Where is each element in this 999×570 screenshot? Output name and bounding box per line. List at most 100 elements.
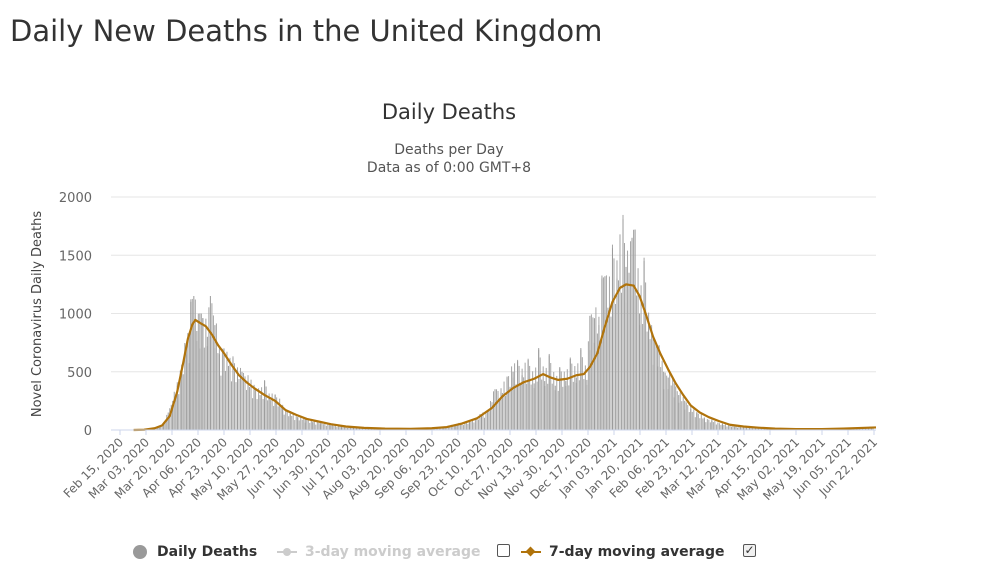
bar-daily-deaths <box>599 340 601 430</box>
bar-daily-deaths <box>349 427 351 430</box>
bar-daily-deaths <box>741 427 743 430</box>
bar-daily-deaths-peak <box>304 419 306 430</box>
bar-daily-deaths-peak <box>678 395 680 430</box>
bar-daily-deaths-peak <box>494 389 496 430</box>
bar-daily-deaths <box>633 229 635 430</box>
bar-daily-deaths <box>203 347 205 430</box>
bar-daily-deaths <box>288 416 290 430</box>
bar-daily-deaths <box>184 343 186 430</box>
bar-daily-deaths <box>602 277 604 430</box>
bar-daily-deaths <box>523 377 525 430</box>
bar-daily-deaths <box>261 387 263 430</box>
bar-daily-deaths-peak <box>598 325 600 430</box>
bar-daily-deaths <box>285 409 287 430</box>
bar-daily-deaths <box>200 313 202 430</box>
bar-daily-deaths <box>453 424 455 430</box>
bar-daily-deaths-peak <box>209 296 211 430</box>
bar-daily-deaths-peak <box>512 371 514 430</box>
bar-daily-deaths <box>318 422 320 430</box>
bar-daily-deaths <box>661 360 663 430</box>
bar-daily-deaths <box>456 425 458 430</box>
bar-daily-deaths <box>194 299 196 430</box>
bar-daily-deaths <box>342 426 344 430</box>
bar-daily-deaths <box>584 365 586 430</box>
bar-daily-deaths <box>306 419 308 430</box>
bar-daily-deaths <box>339 426 341 430</box>
bar-daily-deaths <box>179 370 181 430</box>
bar-daily-deaths <box>681 401 683 430</box>
bar-daily-deaths <box>166 414 168 430</box>
bar-daily-deaths <box>224 370 226 430</box>
bar-daily-deaths <box>303 418 305 430</box>
bar-daily-deaths-peak <box>340 426 342 430</box>
bar-daily-deaths-peak <box>673 383 675 430</box>
bar-daily-deaths <box>614 303 616 430</box>
bar-daily-deaths <box>550 363 552 430</box>
bar-daily-deaths <box>759 427 761 430</box>
legend-item-daily-deaths[interactable]: Daily Deaths <box>133 540 257 564</box>
bar-daily-deaths <box>358 427 360 430</box>
bar-daily-deaths-peak <box>625 266 627 430</box>
checkbox-7-day-average[interactable]: ✓ <box>743 543 756 557</box>
bar-daily-deaths <box>557 390 559 430</box>
bar-daily-deaths-peak <box>319 423 321 430</box>
bar-daily-deaths <box>473 422 475 430</box>
bar-daily-deaths <box>458 422 460 430</box>
bar-daily-deaths <box>321 422 323 430</box>
bar-daily-deaths <box>566 369 568 430</box>
bar-daily-deaths <box>298 420 300 430</box>
bar-daily-deaths-peak <box>268 397 270 430</box>
daily-deaths-bars <box>140 214 874 431</box>
y-tick-label: 1500 <box>59 249 92 264</box>
bar-daily-deaths <box>738 426 740 430</box>
legend-item-3-day-average[interactable]: 3-day moving average <box>277 540 481 564</box>
bar-daily-deaths <box>496 389 498 430</box>
bar-daily-deaths <box>699 418 701 430</box>
chart-subtitle-line-2: Data as of 0:00 GMT+8 <box>367 160 531 176</box>
bar-daily-deaths <box>337 425 339 430</box>
bar-daily-deaths <box>646 331 648 430</box>
bar-daily-deaths-peak <box>196 330 198 430</box>
bar-daily-deaths <box>590 314 592 430</box>
bar-daily-deaths <box>493 391 494 430</box>
bar-daily-deaths-peak <box>274 395 276 430</box>
bar-daily-deaths-peak <box>241 371 243 430</box>
legend-item-7-day-average[interactable]: 7-day moving average <box>521 540 725 564</box>
bar-daily-deaths <box>736 427 738 430</box>
bar-daily-deaths <box>532 371 534 430</box>
bar-daily-deaths <box>705 422 707 430</box>
bar-daily-deaths-peak <box>565 381 567 430</box>
bar-daily-deaths <box>368 428 370 430</box>
bar-daily-deaths <box>470 421 472 430</box>
bar-daily-deaths <box>316 422 318 430</box>
bar-daily-deaths <box>724 424 726 430</box>
bar-daily-deaths <box>325 425 327 430</box>
checkbox-3-day-average[interactable] <box>497 544 510 557</box>
bar-daily-deaths <box>752 428 754 430</box>
bar-daily-deaths <box>717 422 719 430</box>
bar-daily-deaths <box>265 386 267 430</box>
bar-daily-deaths <box>529 365 531 430</box>
bar-daily-deaths <box>578 380 580 430</box>
bar-daily-deaths <box>273 405 275 430</box>
bar-daily-deaths <box>343 427 345 430</box>
bar-daily-deaths-peak <box>548 355 550 430</box>
bar-daily-deaths <box>621 292 622 430</box>
bar-daily-deaths <box>526 383 528 430</box>
bar-daily-deaths <box>450 424 452 430</box>
bar-daily-deaths <box>672 378 674 430</box>
bar-daily-deaths-peak <box>185 346 187 430</box>
bar-daily-deaths <box>545 367 547 430</box>
bar-daily-deaths <box>309 422 311 430</box>
bar-daily-deaths <box>669 372 671 430</box>
bar-daily-deaths <box>215 323 217 430</box>
bar-daily-deaths <box>755 428 757 430</box>
bar-daily-deaths-peak <box>648 325 650 430</box>
bar-daily-deaths-peak <box>652 336 654 430</box>
bar-daily-deaths <box>541 379 543 430</box>
bar-daily-deaths <box>863 428 865 430</box>
bar-daily-deaths <box>286 410 288 430</box>
bar-daily-deaths <box>706 419 708 430</box>
bar-daily-deaths <box>732 425 734 430</box>
